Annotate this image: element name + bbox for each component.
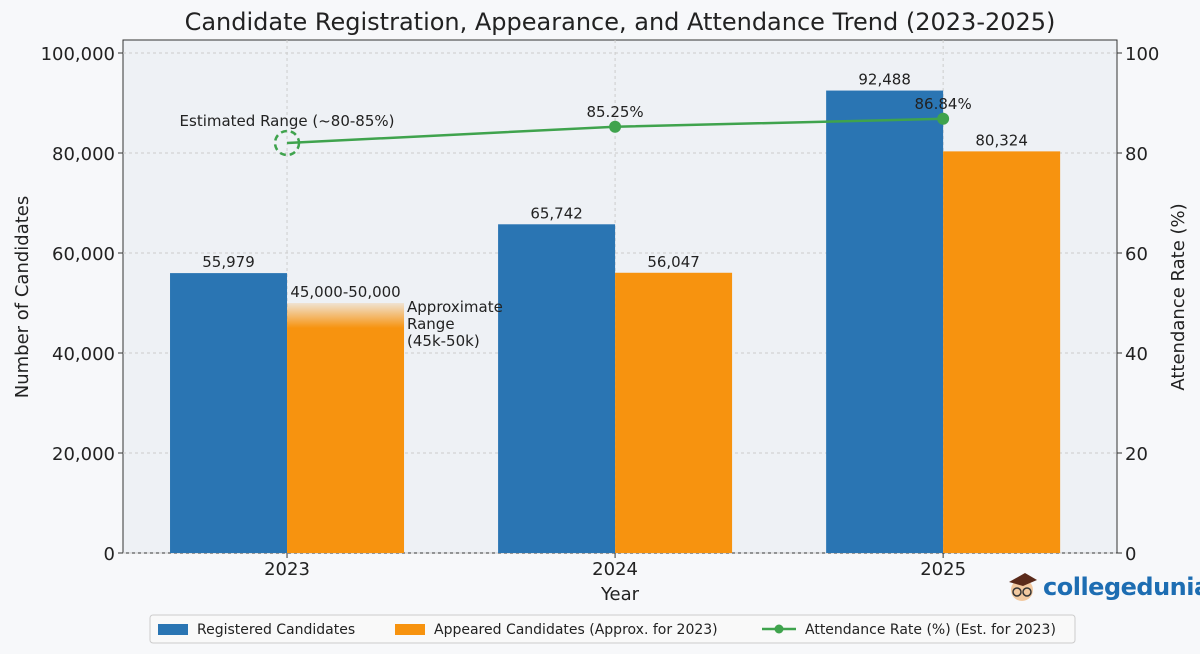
annotation-approx-range: Approximate	[407, 298, 503, 316]
data-label-appeared: 56,047	[647, 253, 700, 271]
y2-tick-label: 20	[1125, 444, 1148, 465]
data-label-appeared: 45,000-50,000	[290, 283, 400, 301]
chart-title: Candidate Registration, Appearance, and …	[185, 8, 1056, 36]
x-tick-label: 2025	[920, 559, 966, 580]
data-label-appeared: 80,324	[975, 131, 1028, 149]
y2-tick-label: 40	[1125, 344, 1148, 365]
bar-registered-2023	[170, 273, 288, 553]
legend: Registered Candidates Appeared Candidate…	[149, 614, 1076, 644]
data-label-registered: 55,979	[202, 253, 255, 271]
bar-registered-2024	[498, 224, 616, 554]
bar-appeared-2023	[287, 328, 405, 553]
y-tick-label: 100,000	[41, 44, 115, 65]
annotation-approx-range: Range	[407, 315, 455, 333]
attendance-marker-2025	[937, 112, 950, 125]
y2-tick-label: 80	[1125, 144, 1148, 165]
logo-text: collegedunia	[1043, 573, 1200, 601]
attendance-marker-2024	[609, 120, 622, 133]
data-label-registered: 92,488	[858, 71, 911, 89]
y2-tick-label: 100	[1125, 44, 1159, 65]
bar-appeared-2024	[615, 272, 733, 553]
y-tick-label: 20,000	[52, 444, 115, 465]
legend-swatch-appeared	[395, 624, 425, 635]
legend-marker-attendance	[774, 624, 784, 634]
y2-tick-label: 0	[1125, 544, 1136, 565]
y-tick-label: 60,000	[52, 244, 115, 265]
annotation-approx-range: (45k-50k)	[407, 332, 480, 350]
y-tick-label: 40,000	[52, 344, 115, 365]
legend-label-registered: Registered Candidates	[197, 622, 355, 638]
data-label-attendance: 85.25%	[586, 103, 643, 121]
bar-registered-2025	[826, 90, 944, 553]
mascot-icon	[1009, 573, 1037, 601]
legend-swatch-registered	[158, 624, 188, 635]
bar-appeared-range-2023	[287, 303, 405, 328]
data-label-registered: 65,742	[530, 204, 583, 222]
y-axis-label: Number of Candidates	[12, 196, 33, 399]
annotation-estimated-range: Estimated Range (~80-85%)	[180, 112, 395, 130]
legend-label-appeared: Appeared Candidates (Approx. for 2023)	[434, 622, 718, 638]
bar-appeared-2025	[943, 151, 1061, 553]
x-tick-label: 2023	[264, 559, 310, 580]
legend-label-attendance: Attendance Rate (%) (Est. for 2023)	[805, 622, 1056, 638]
y-tick-label: 80,000	[52, 144, 115, 165]
x-tick-label: 2024	[592, 559, 638, 580]
attendance-marker-estimated	[273, 129, 301, 157]
y-tick-label: 0	[104, 544, 115, 565]
y2-axis-label: Attendance Rate (%)	[1168, 203, 1189, 390]
collegedunia-logo: collegedunia	[1005, 570, 1200, 604]
data-label-attendance: 86.84%	[915, 95, 972, 113]
x-axis-label: Year	[600, 584, 640, 605]
y2-tick-label: 60	[1125, 244, 1148, 265]
